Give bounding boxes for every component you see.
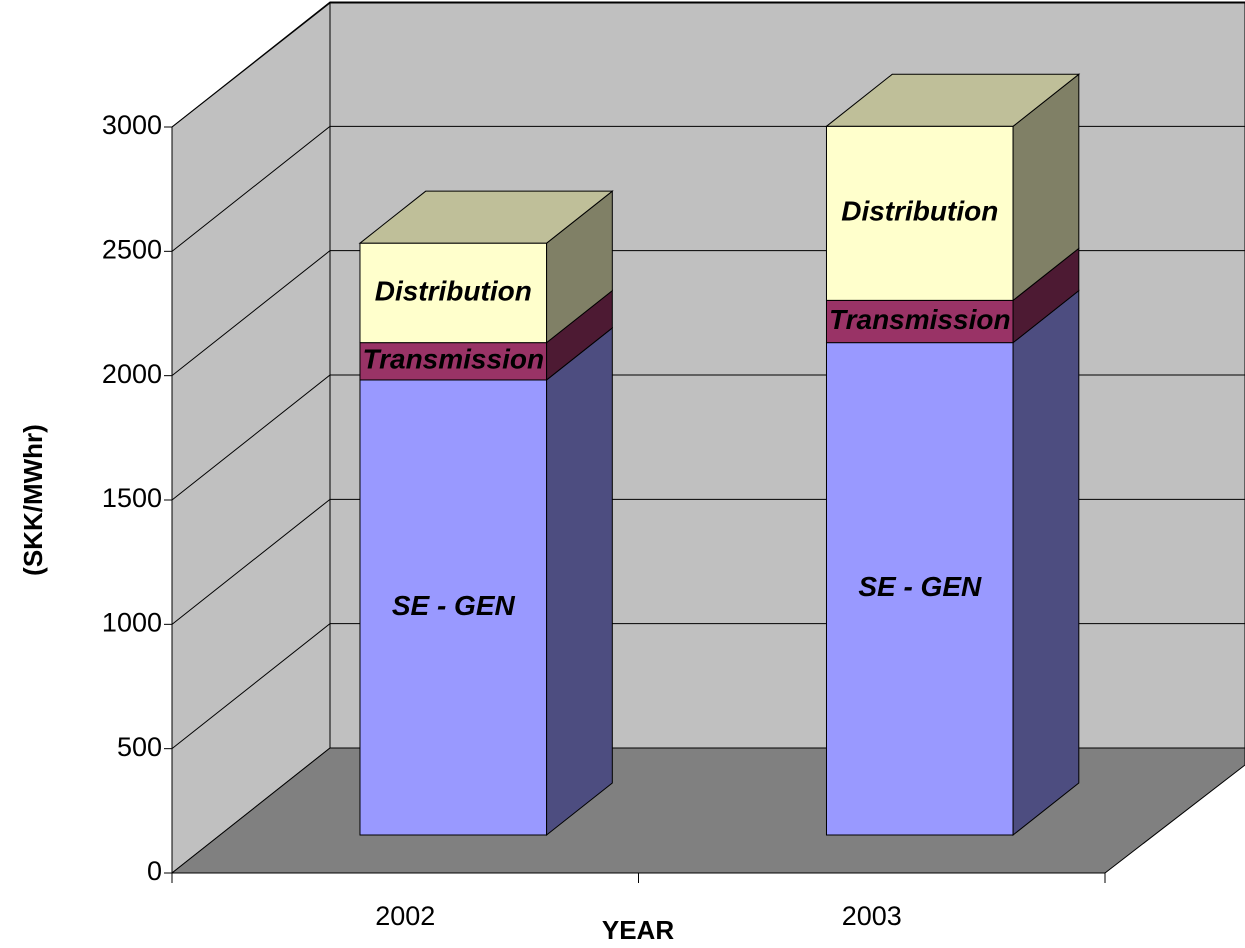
segment-label: Distribution	[375, 275, 532, 306]
y-tick-label: 3000	[102, 110, 162, 140]
segment-label: Transmission	[363, 344, 545, 375]
y-tick-label: 2500	[102, 234, 162, 264]
segment-label: SE - GEN	[858, 571, 982, 602]
bar-front	[359, 242, 548, 344]
x-tick-label: 2003	[842, 901, 902, 931]
y-tick-label: 1000	[102, 607, 162, 637]
segment-label: Distribution	[841, 196, 998, 227]
segment-label: SE - GEN	[392, 590, 516, 621]
bar-top	[825, 73, 1081, 127]
floor	[170, 747, 1245, 874]
y-tick-label: 1500	[102, 483, 162, 513]
bar-front	[359, 342, 548, 381]
segment-label: Transmission	[829, 304, 1011, 335]
bar-top	[358, 190, 614, 244]
y-axis-title: (SKK/MWhr)	[18, 424, 48, 576]
x-tick-label: 2002	[375, 901, 435, 931]
bar-front	[359, 379, 548, 836]
y-tick-label: 0	[147, 856, 162, 886]
bar-front	[825, 342, 1014, 836]
y-tick-label: 2000	[102, 359, 162, 389]
bar-side	[546, 326, 613, 837]
bar-front	[825, 125, 1014, 301]
bar-side	[1012, 289, 1080, 837]
y-tick-label: 500	[117, 732, 162, 762]
grid-line	[171, 1, 1245, 128]
x-axis-title: YEAR	[602, 915, 674, 945]
